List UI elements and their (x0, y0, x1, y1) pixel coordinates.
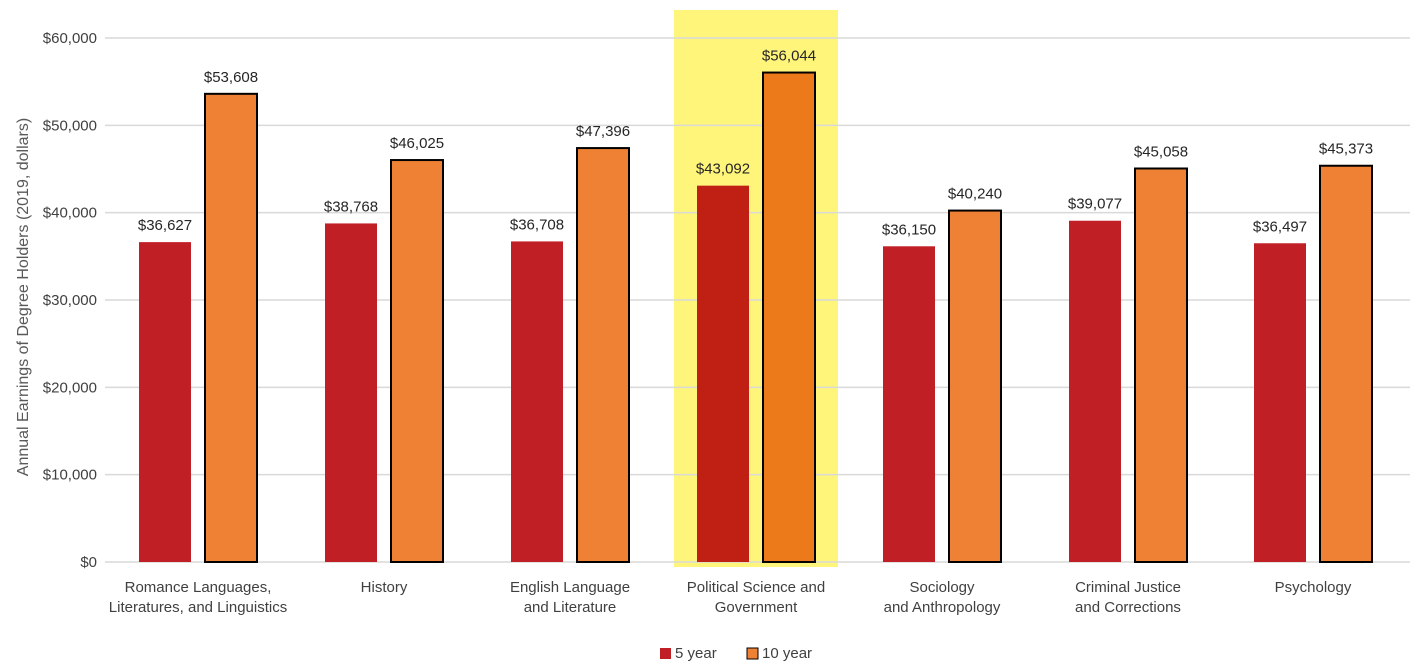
data-label-10-year: $40,240 (948, 186, 1002, 203)
x-category-label: Sociology and Anthropology (884, 579, 1001, 616)
data-label-10-year: $45,058 (1134, 143, 1188, 160)
x-category-label: Romance Languages, Literatures, and Lingu… (109, 579, 287, 616)
y-tick-label: $50,000 (43, 117, 97, 134)
bar-5-year (511, 241, 563, 562)
data-labels: $36,627 $53,608 $38,768 $46,025 $36,708 $47,3… (138, 48, 1373, 239)
y-tick-label: $30,000 (43, 292, 97, 309)
bar-5-year (139, 242, 191, 562)
bar-10-year (204, 92, 258, 564)
bar-10-year (762, 71, 816, 563)
x-category-label: English Language and Literature (510, 579, 630, 616)
y-tick-label: $10,000 (43, 467, 97, 484)
gridlines (105, 37, 1410, 563)
bar-10-year (1134, 167, 1188, 563)
x-category-label: History (361, 579, 408, 596)
x-category-label: Criminal Justice and Corrections (1075, 579, 1181, 616)
legend-label-10-year: 10 year (762, 645, 812, 662)
y-axis-label: Annual Earnings of Degree Holders (2019,… (15, 118, 32, 476)
data-label-10-year: $56,044 (762, 48, 816, 65)
bars (139, 71, 1373, 564)
x-axis-categories: Romance Languages, Literatures, and Lingu… (109, 579, 1352, 616)
bar-10-year (948, 209, 1002, 563)
data-label-10-year: $46,025 (390, 135, 444, 152)
y-tick-label: $40,000 (43, 205, 97, 222)
data-label-5-year: $36,150 (882, 221, 936, 238)
legend-label-5-year: 5 year (675, 645, 717, 662)
bar-10-year (390, 159, 444, 563)
bar-5-year (1069, 220, 1121, 562)
bar-5-year (697, 185, 749, 562)
data-label-5-year: $38,768 (324, 198, 378, 215)
data-label-5-year: $36,708 (510, 216, 564, 233)
bar-5-year (1254, 243, 1306, 563)
x-category-label: Psychology (1275, 579, 1352, 596)
bar-10-year (1319, 164, 1373, 563)
bar-5-year (325, 223, 377, 562)
bar-10-year (576, 147, 630, 564)
data-label-5-year: $39,077 (1068, 196, 1122, 213)
data-label-5-year: $36,627 (138, 217, 192, 234)
data-label-5-year: $36,497 (1253, 218, 1307, 235)
legend-swatch-10-year (746, 647, 759, 660)
data-label-5-year: $43,092 (696, 161, 750, 178)
y-tick-label: $0 (80, 554, 97, 571)
y-tick-label: $20,000 (43, 379, 97, 396)
legend-swatch-5-year (660, 648, 671, 659)
data-label-10-year: $53,608 (204, 69, 258, 86)
legend: 5 year 10 year (660, 645, 812, 662)
data-label-10-year: $47,396 (576, 123, 630, 140)
y-axis-ticks: $0 $10,000 $20,000 $30,000 $40,000 $50,000 $60… (43, 30, 97, 571)
y-tick-label: $60,000 (43, 30, 97, 47)
data-label-10-year: $45,373 (1319, 141, 1373, 158)
bar-5-year (883, 246, 935, 563)
x-category-label: Political Science and Government (687, 579, 825, 616)
